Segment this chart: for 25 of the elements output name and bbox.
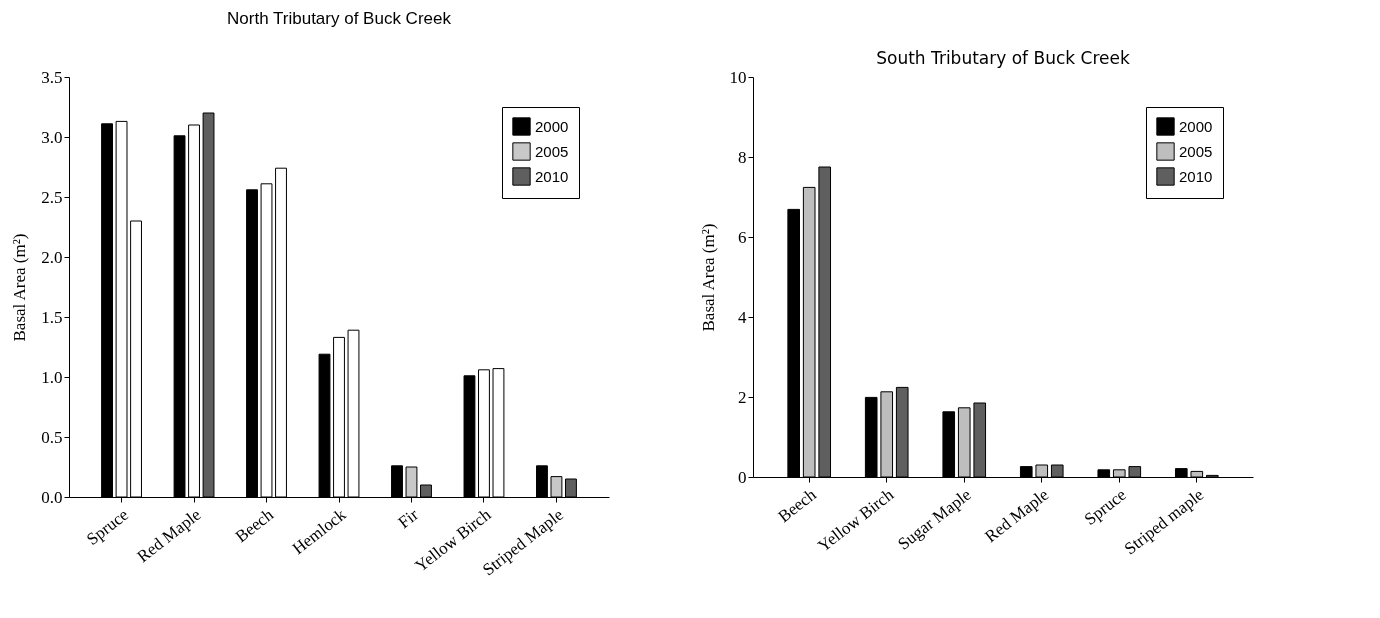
y-tick-label: 2	[738, 387, 747, 407]
y-tick-label: 0.0	[41, 487, 63, 507]
y-tick-label: 0	[738, 467, 747, 487]
legend-label: 2010	[535, 167, 569, 185]
chart-title: South Tributary of Buck Creek	[876, 48, 1130, 68]
legend-label: 2005	[1179, 142, 1213, 160]
y-tick-label: 3.0	[41, 127, 63, 147]
legend-label: 2000	[1179, 117, 1213, 135]
y-tick-label: 4	[738, 307, 747, 327]
y-tick-label: 10	[729, 67, 747, 87]
legend-label: 2000	[535, 117, 569, 135]
y-tick-label: 0.5	[41, 427, 63, 447]
y-tick-label: 2.5	[41, 187, 63, 207]
y-axis-title: Basal Area (m²)	[698, 223, 718, 332]
y-tick-label: 3.5	[41, 67, 63, 87]
y-tick-label: 8	[738, 147, 747, 167]
legend-label: 2010	[1179, 167, 1213, 185]
chart-title: North Tributary of Buck Creek	[227, 9, 452, 28]
y-tick-label: 2.0	[41, 247, 63, 267]
y-tick-label: 6	[738, 227, 747, 247]
x-tick-label: Fir	[394, 504, 423, 533]
y-axis-title: Basal Area (m²)	[10, 233, 30, 342]
y-tick-label: 1.5	[41, 307, 63, 327]
legend-label: 2005	[535, 142, 569, 160]
y-tick-label: 1.0	[41, 367, 63, 387]
